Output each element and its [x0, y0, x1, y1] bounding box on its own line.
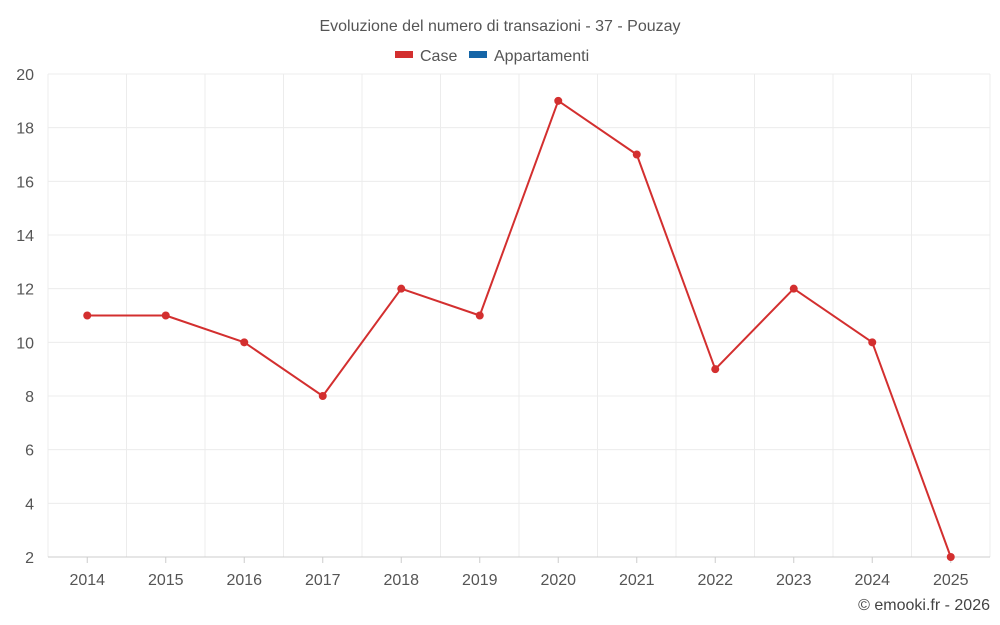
x-tick-label: 2023	[776, 572, 812, 589]
x-tick-label: 2024	[854, 572, 890, 589]
y-tick-label: 20	[16, 67, 34, 84]
y-tick-label: 6	[25, 443, 34, 460]
data-point[interactable]	[868, 338, 877, 347]
data-point[interactable]	[632, 150, 641, 159]
x-tick-label: 2015	[148, 572, 184, 589]
legend-label-appartamenti: Appartamenti	[494, 48, 589, 65]
x-tick-label: 2017	[305, 572, 341, 589]
y-tick-label: 12	[16, 282, 34, 299]
y-tick-label: 16	[16, 174, 34, 191]
data-point[interactable]	[475, 311, 484, 320]
y-tick-label: 18	[16, 121, 34, 138]
x-tick-label: 2025	[933, 572, 969, 589]
legend-swatch-case	[395, 51, 413, 58]
y-tick-label: 14	[16, 228, 34, 245]
x-tick-label: 2022	[697, 572, 733, 589]
x-tick-label: 2014	[69, 572, 105, 589]
x-tick-label: 2016	[226, 572, 262, 589]
data-point[interactable]	[318, 392, 327, 400]
x-axis-ticks: 2014 2015 2016 2017 2018 2019 2020 2021 2022 2023…	[69, 557, 969, 589]
y-tick-label: 10	[16, 335, 34, 352]
y-tick-label: 2	[25, 550, 34, 567]
x-tick-label: 2020	[540, 572, 576, 589]
series-line-case	[87, 99, 952, 558]
grid	[47, 73, 991, 558]
data-point[interactable]	[397, 284, 406, 293]
x-tick-label: 2019	[462, 572, 498, 589]
data-point[interactable]	[789, 284, 798, 293]
y-tick-label: 8	[25, 389, 34, 406]
legend-swatch-appartamenti	[469, 51, 487, 58]
data-point[interactable]	[946, 553, 955, 561]
legend-label-case: Case	[420, 48, 457, 65]
data-point[interactable]	[240, 338, 249, 347]
chart-title: Evoluzione del numero di transazioni - 3…	[319, 18, 680, 35]
x-tick-label: 2018	[383, 572, 419, 589]
y-tick-label: 4	[25, 496, 34, 513]
data-point[interactable]	[83, 311, 92, 320]
credit-text: © emooki.fr - 2026	[858, 597, 990, 614]
legend-item-case[interactable]: Case	[395, 48, 457, 65]
legend-item-appartamenti[interactable]: Appartamenti	[469, 48, 589, 65]
series	[83, 96, 955, 561]
x-tick-label: 2021	[619, 572, 655, 589]
data-point[interactable]	[161, 311, 170, 320]
y-axis-ticks: 2 4 6 8 10 12 14 16 18 20	[16, 67, 34, 567]
data-point[interactable]	[554, 96, 563, 105]
legend: Case Appartamenti	[395, 48, 589, 65]
data-point[interactable]	[711, 365, 720, 374]
